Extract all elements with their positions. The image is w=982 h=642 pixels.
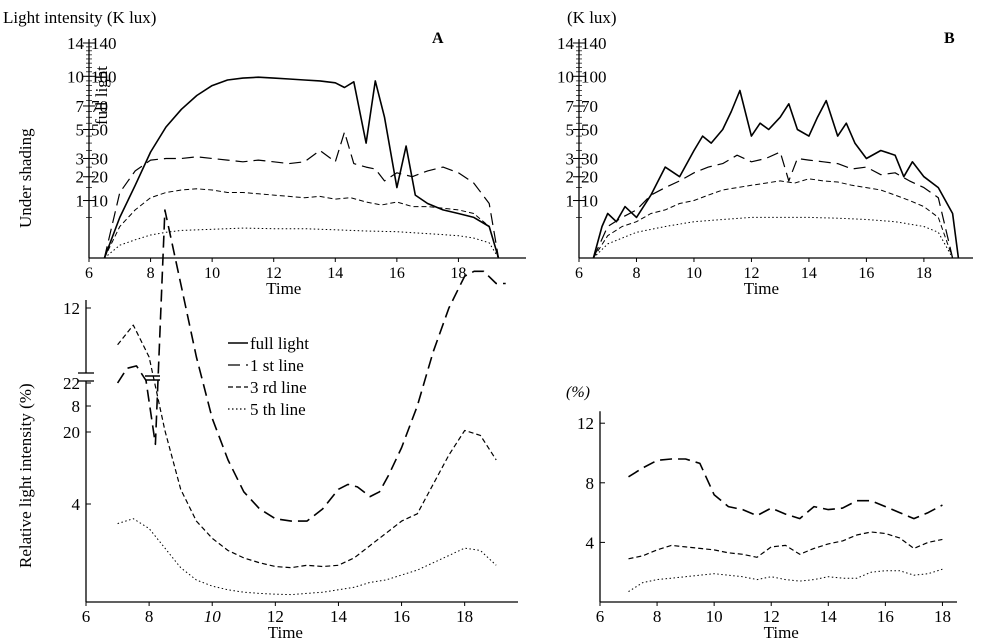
series-line-1	[103, 76, 500, 259]
y-tick-label-inner: 5	[76, 121, 85, 140]
panel-b: 1 10 2 20 3 30 5 50 7 70 10 100 14 140 6 8 10 12 14 16 18 Tim…	[557, 8, 973, 298]
series-line-3	[592, 178, 954, 259]
y-tick-label-inner: 14	[67, 34, 85, 53]
y-tick-label-outer: 140	[581, 34, 607, 53]
x-tick-label: 6	[596, 607, 605, 626]
y-tick-label-outer: 20	[581, 168, 598, 187]
y-tick-label-inner: 5	[566, 121, 575, 140]
y-tick-label-outer: 50	[581, 121, 598, 140]
series-line-2	[592, 151, 954, 259]
series-line-1	[116, 209, 506, 522]
panel-c: 4 8 12 20 22 6 8 10 12 14 16 18 Time Relative light i…	[16, 209, 518, 642]
series-line-1	[628, 458, 943, 520]
panel-label: A	[432, 30, 444, 47]
legend: full light 1 st line 3 rd line 5 th line	[228, 334, 309, 419]
x-tick-label: 18	[934, 607, 951, 626]
x-tick-label: 16	[393, 607, 410, 626]
series-line-1	[592, 89, 960, 259]
y-tick-label: 22	[63, 374, 80, 393]
x-tick-label: 16	[858, 265, 874, 282]
y-tick-label-inner: 7	[76, 97, 85, 116]
y-tick-label-outer: 30	[91, 149, 108, 168]
x-axis-label: Time	[764, 623, 799, 642]
x-tick-label: 14	[330, 607, 348, 626]
panel-label: B	[944, 30, 955, 47]
series-line-2	[117, 324, 497, 569]
y-tick-label: 8	[586, 474, 595, 493]
x-tick-label: 6	[85, 265, 93, 282]
x-tick-label: 8	[653, 607, 662, 626]
y-axis-label-right: full light	[92, 66, 111, 125]
x-axis-label: Time	[266, 279, 301, 298]
series-line-2	[628, 531, 943, 560]
x-tick-label: 18	[450, 265, 466, 282]
series-line-3	[117, 518, 497, 596]
x-tick-label: 10	[204, 265, 220, 282]
series-line-4	[593, 216, 954, 259]
y-tick-label-outer: 100	[91, 67, 117, 86]
x-tick-label: 8	[632, 265, 640, 282]
x-tick-label: 16	[877, 607, 894, 626]
y-tick-label-outer: 50	[91, 121, 108, 140]
y-tick-label-outer: 10	[581, 192, 598, 211]
panel-d: 4 8 12 6 8 10 12 14 16 18 Time (%)	[566, 384, 957, 642]
y-tick-label-inner: 1	[76, 192, 85, 211]
y-tick-label-inner: 10	[67, 67, 84, 86]
x-tick-label: 14	[820, 607, 838, 626]
x-tick-label: 14	[801, 265, 817, 282]
x-tick-label: 14	[327, 265, 343, 282]
y-tick-label-inner: 10	[557, 67, 574, 86]
chart-title: (%)	[566, 384, 590, 401]
y-tick-label-outer: 10	[91, 192, 108, 211]
y-tick-label-inner: 2	[76, 168, 85, 187]
x-tick-label: 8	[147, 265, 155, 282]
chart-title: (K lux)	[567, 8, 617, 27]
x-tick-label: 12	[267, 607, 284, 626]
panel-a: 1 10 2 20 3 30 5 50 7 70 10 100 14 140 6 8 10 12 14 16 18 Tim…	[3, 8, 526, 298]
legend-label: 1 st line	[250, 356, 304, 375]
y-tick-label-outer: 20	[91, 168, 108, 187]
legend-label: 3 rd line	[250, 378, 307, 397]
x-tick-label: 18	[916, 265, 932, 282]
y-axis-label: Relative light intensity (%)	[16, 383, 35, 568]
x-tick-label: 6	[575, 265, 583, 282]
y-tick-label-inner: 3	[76, 149, 85, 168]
y-tick-label-inner: 14	[557, 34, 575, 53]
y-axis-label-left: Under shading	[16, 128, 35, 228]
x-tick-label: 18	[456, 607, 473, 626]
y-tick-label-outer: 100	[581, 67, 607, 86]
y-tick-label: 4	[586, 533, 595, 552]
y-tick-label: 20	[63, 423, 80, 442]
x-tick-label: 6	[82, 607, 91, 626]
y-tick-label-inner: 2	[566, 168, 575, 187]
y-tick-label-inner: 3	[566, 149, 575, 168]
y-tick-label-outer: 30	[581, 149, 598, 168]
y-tick-label: 8	[72, 397, 81, 416]
y-tick-label-inner: 7	[566, 97, 575, 116]
y-tick-label-inner: 1	[566, 192, 575, 211]
x-axis-label: Time	[268, 623, 303, 642]
x-tick-label: 12	[743, 265, 759, 282]
y-tick-label-outer: 140	[91, 34, 117, 53]
series-line-3	[103, 188, 499, 259]
y-tick-label-outer: 70	[581, 97, 598, 116]
series-line-3	[628, 568, 943, 593]
x-axis-label: Time	[744, 279, 779, 298]
y-tick-label: 12	[577, 414, 594, 433]
legend-label: full light	[250, 334, 309, 353]
y-tick-label-outer: 70	[91, 97, 108, 116]
x-tick-label: 10	[204, 607, 222, 626]
x-tick-label: 8	[145, 607, 154, 626]
x-tick-label: 10	[706, 607, 723, 626]
chart-title: Light intensity (K lux)	[3, 8, 156, 27]
y-tick-label: 4	[72, 495, 81, 514]
legend-label: 5 th line	[250, 400, 306, 419]
y-tick-label: 12	[63, 299, 80, 318]
x-tick-label: 12	[266, 265, 282, 282]
x-tick-label: 12	[763, 607, 780, 626]
x-tick-label: 10	[686, 265, 702, 282]
x-tick-label: 16	[389, 265, 405, 282]
series-line-2	[103, 131, 500, 259]
